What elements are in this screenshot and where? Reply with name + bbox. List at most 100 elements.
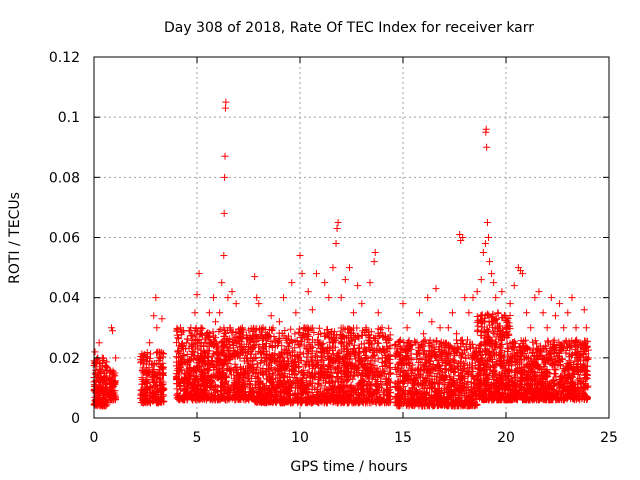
- data-point: [138, 350, 146, 358]
- data-point: [102, 387, 110, 395]
- data-point: [204, 328, 212, 336]
- data-point: [231, 338, 239, 346]
- data-point: [231, 360, 239, 368]
- data-point: [190, 332, 198, 340]
- data-point: [300, 350, 308, 358]
- data-point: [175, 379, 183, 387]
- data-point: [226, 356, 234, 364]
- data-point: [473, 318, 481, 326]
- data-point: [215, 355, 223, 363]
- data-point: [193, 367, 201, 375]
- data-point: [204, 353, 212, 361]
- data-point: [244, 359, 252, 367]
- data-point: [226, 393, 234, 401]
- data-point: [458, 336, 466, 344]
- data-point: [213, 340, 221, 348]
- data-point: [156, 395, 164, 403]
- data-point: [287, 325, 295, 333]
- data-point: [98, 386, 106, 394]
- data-point: [243, 333, 251, 341]
- data-point: [217, 387, 225, 395]
- data-point: [240, 374, 248, 382]
- data-point: [182, 390, 190, 398]
- data-point: [188, 394, 196, 402]
- data-point: [232, 380, 240, 388]
- data-point: [190, 368, 198, 376]
- data-point: [474, 326, 482, 334]
- data-point: [153, 399, 161, 407]
- data-point: [204, 357, 212, 365]
- data-point: [205, 347, 213, 355]
- data-point: [194, 345, 202, 353]
- data-point: [192, 325, 200, 333]
- data-point: [218, 373, 226, 381]
- data-point: [209, 328, 217, 336]
- data-point: [146, 389, 154, 397]
- data-point: [232, 396, 240, 404]
- data-point: [143, 369, 151, 377]
- data-point: [215, 327, 223, 335]
- data-point: [180, 396, 188, 404]
- data-point: [192, 387, 200, 395]
- data-point: [143, 358, 151, 366]
- data-point: [193, 393, 201, 401]
- data-point: [197, 374, 205, 382]
- data-point: [218, 394, 226, 402]
- data-point: [174, 347, 182, 355]
- data-point: [178, 328, 186, 336]
- data-point: [91, 358, 99, 366]
- data-point: [237, 338, 245, 346]
- data-point: [245, 343, 253, 351]
- data-point: [149, 361, 157, 369]
- data-point: [95, 392, 103, 400]
- data-point: [189, 396, 197, 404]
- data-point: [315, 380, 323, 388]
- data-point: [246, 378, 254, 386]
- data-point: [249, 345, 257, 353]
- data-point: [147, 384, 155, 392]
- data-point: [206, 382, 214, 390]
- data-point: [158, 363, 166, 371]
- data-point: [224, 335, 232, 343]
- data-point: [140, 356, 148, 364]
- data-point: [96, 374, 104, 382]
- data-point: [239, 395, 247, 403]
- data-point: [139, 395, 147, 403]
- data-point: [215, 364, 223, 372]
- data-point: [218, 348, 226, 356]
- data-point: [197, 330, 205, 338]
- data-point: [254, 363, 262, 371]
- data-point: [107, 395, 115, 403]
- data-point: [227, 352, 235, 360]
- data-point: [213, 351, 221, 359]
- data-point: [176, 368, 184, 376]
- data-point: [152, 382, 160, 390]
- data-point: [158, 381, 166, 389]
- data-point: [192, 364, 200, 372]
- data-point: [184, 335, 192, 343]
- data-point: [229, 367, 237, 375]
- data-point: [198, 368, 206, 376]
- data-point: [173, 339, 181, 347]
- data-point: [189, 380, 197, 388]
- data-point: [156, 388, 164, 396]
- data-point: [212, 349, 220, 357]
- data-point: [385, 324, 393, 332]
- data-point: [227, 371, 235, 379]
- data-point: [219, 349, 227, 357]
- data-point: [208, 378, 216, 386]
- data-point: [246, 393, 254, 401]
- data-point: [214, 346, 222, 354]
- data-point: [152, 394, 160, 402]
- data-point: [291, 330, 299, 338]
- data-point: [112, 393, 120, 401]
- data-point: [250, 389, 258, 397]
- data-point: [221, 360, 229, 368]
- data-point: [142, 353, 150, 361]
- data-point: [230, 385, 238, 393]
- data-point: [201, 334, 209, 342]
- data-point: [146, 383, 154, 391]
- data-point: [241, 381, 249, 389]
- data-point: [249, 385, 257, 393]
- data-point: [178, 341, 186, 349]
